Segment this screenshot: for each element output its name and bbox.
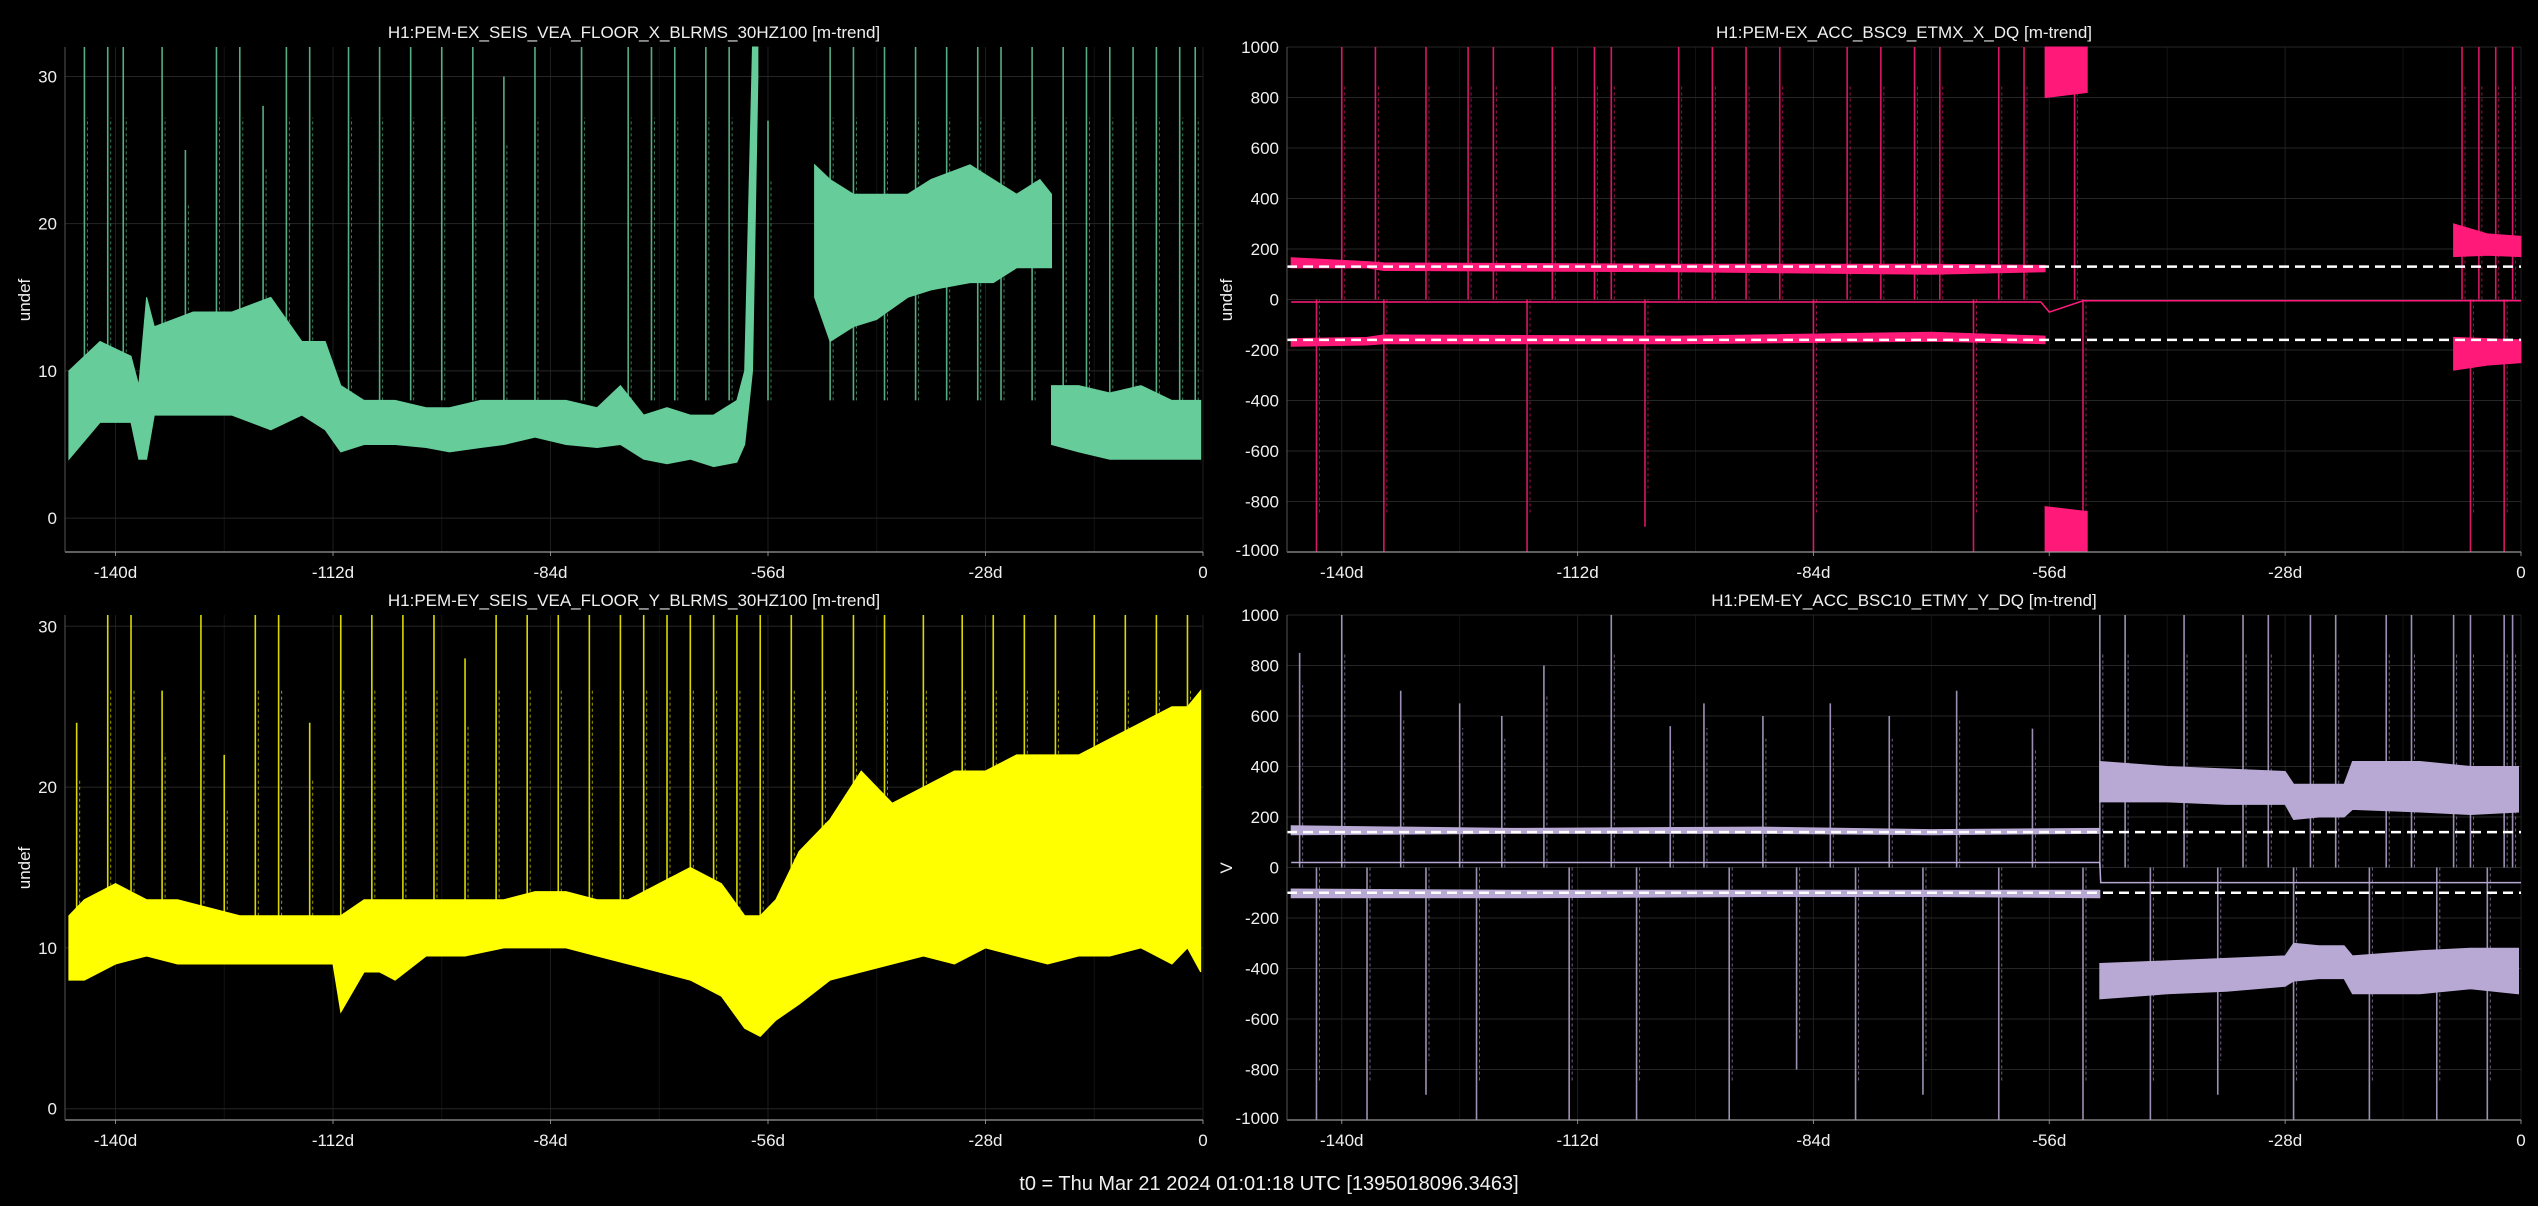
x-tick-label: 0 bbox=[2516, 1131, 2525, 1150]
y-tick-label: 800 bbox=[1251, 657, 1279, 676]
x-tick-label: -56d bbox=[2032, 563, 2066, 582]
chart-title: H1:PEM-EY_SEIS_VEA_FLOOR_Y_BLRMS_30HZ100… bbox=[388, 591, 880, 610]
plot-area[interactable]: -140d -112d -84d -56d -28d 0 0 10 20 30 bbox=[38, 46, 1208, 582]
chart-title: H1:PEM-EX_ACC_BSC9_ETMX_X_DQ [m-trend] bbox=[1716, 23, 2092, 42]
y-tick-label: 0 bbox=[48, 1100, 57, 1119]
y-axis-label: undef bbox=[15, 846, 34, 889]
panel-ex-acc: H1:PEM-EX_ACC_BSC9_ETMX_X_DQ [m-trend] u… bbox=[1217, 23, 2526, 582]
chart-title: H1:PEM-EX_SEIS_VEA_FLOOR_X_BLRMS_30HZ100… bbox=[388, 23, 880, 42]
y-tick-label: -600 bbox=[1245, 442, 1279, 461]
data-band bbox=[2044, 506, 2088, 553]
y-axis-label: undef bbox=[15, 278, 34, 321]
data-band bbox=[2099, 942, 2519, 1000]
plot-area[interactable]: -140d -112d -84d -56d -28d 0 -1000 -800 -600 -400… bbox=[1236, 606, 2526, 1150]
panel-ex-seis: H1:PEM-EX_SEIS_VEA_FLOOR_X_BLRMS_30HZ100… bbox=[15, 23, 1208, 582]
x-tick-label: -28d bbox=[968, 1131, 1002, 1150]
y-tick-label: 10 bbox=[38, 939, 57, 958]
x-tick-label: -84d bbox=[533, 1131, 567, 1150]
x-tick-label: -84d bbox=[1796, 1131, 1830, 1150]
y-tick-label: 0 bbox=[1270, 859, 1279, 878]
x-tick-label: -84d bbox=[533, 563, 567, 582]
y-tick-label: -200 bbox=[1245, 909, 1279, 928]
data-band bbox=[2453, 336, 2522, 371]
y-tick-label: 600 bbox=[1251, 707, 1279, 726]
y-tick-label: 10 bbox=[38, 362, 57, 381]
y-tick-label: 400 bbox=[1251, 190, 1279, 209]
data-band bbox=[814, 163, 1052, 343]
plot-area[interactable]: -140d -112d -84d -56d -28d 0 -1000 -800 -600 -400… bbox=[1236, 38, 2526, 582]
x-tick-label: 0 bbox=[2516, 563, 2525, 582]
y-tick-label: -1000 bbox=[1236, 1109, 1279, 1128]
data-band bbox=[2044, 46, 2088, 99]
data-mean-line bbox=[1291, 300, 2521, 313]
data-band bbox=[1290, 331, 2046, 347]
y-tick-label: 600 bbox=[1251, 139, 1279, 158]
panel-ey-seis: H1:PEM-EY_SEIS_VEA_FLOOR_Y_BLRMS_30HZ100… bbox=[15, 591, 1208, 1150]
x-tick-label: -28d bbox=[968, 563, 1002, 582]
x-tick-label: -56d bbox=[751, 1131, 785, 1150]
y-tick-label: -600 bbox=[1245, 1010, 1279, 1029]
chart-title: H1:PEM-EY_ACC_BSC10_ETMY_Y_DQ [m-trend] bbox=[1711, 591, 2096, 610]
y-tick-label: 200 bbox=[1251, 808, 1279, 827]
data-band bbox=[2453, 223, 2522, 258]
data-band bbox=[1051, 385, 1202, 460]
y-tick-label: 30 bbox=[38, 617, 57, 636]
x-tick-label: -112d bbox=[312, 1131, 354, 1150]
y-tick-label: 1000 bbox=[1241, 606, 1279, 625]
y-axis-label: undef bbox=[1217, 278, 1236, 321]
y-tick-label: 800 bbox=[1251, 89, 1279, 108]
y-tick-label: -400 bbox=[1245, 960, 1279, 979]
y-tick-label: 0 bbox=[1270, 291, 1279, 310]
panel-ey-acc: H1:PEM-EY_ACC_BSC10_ETMY_Y_DQ [m-trend] … bbox=[1217, 591, 2526, 1150]
x-tick-label: -112d bbox=[312, 563, 354, 582]
x-tick-label: -140d bbox=[94, 1131, 137, 1150]
x-tick-label: -140d bbox=[1320, 1131, 1363, 1150]
y-tick-label: 0 bbox=[48, 509, 57, 528]
x-tick-label: -112d bbox=[1556, 1131, 1598, 1150]
y-tick-label: -400 bbox=[1245, 392, 1279, 411]
y-tick-label: 1000 bbox=[1241, 38, 1279, 57]
y-tick-label: -800 bbox=[1245, 1061, 1279, 1080]
t0-footer: t0 = Thu Mar 21 2024 01:01:18 UTC [13950… bbox=[1019, 1173, 1518, 1195]
x-tick-label: -56d bbox=[2032, 1131, 2066, 1150]
y-tick-label: -200 bbox=[1245, 341, 1279, 360]
y-tick-label: -1000 bbox=[1236, 541, 1279, 560]
x-tick-label: -140d bbox=[94, 563, 137, 582]
x-tick-label: -84d bbox=[1796, 563, 1830, 582]
x-tick-label: 0 bbox=[1198, 1131, 1207, 1150]
x-tick-label: -28d bbox=[2268, 563, 2302, 582]
y-axis-label: V bbox=[1217, 862, 1236, 874]
data-band bbox=[68, 689, 1202, 1038]
data-band bbox=[2099, 760, 2519, 821]
y-tick-label: 200 bbox=[1251, 240, 1279, 259]
y-tick-label: 20 bbox=[38, 778, 57, 797]
x-tick-label: 0 bbox=[1198, 563, 1207, 582]
data-mean-line bbox=[1291, 861, 2521, 884]
plot-area[interactable]: -140d -112d -84d -56d -28d 0 0 10 20 30 bbox=[38, 615, 1208, 1150]
x-tick-label: -56d bbox=[751, 563, 785, 582]
y-tick-label: 30 bbox=[38, 67, 57, 86]
x-tick-label: -140d bbox=[1320, 563, 1363, 582]
data-band bbox=[68, 46, 759, 468]
y-tick-label: 400 bbox=[1251, 758, 1279, 777]
y-tick-label: 20 bbox=[38, 215, 57, 234]
x-tick-label: -112d bbox=[1556, 563, 1598, 582]
y-tick-label: -800 bbox=[1245, 493, 1279, 512]
x-tick-label: -28d bbox=[2268, 1131, 2302, 1150]
